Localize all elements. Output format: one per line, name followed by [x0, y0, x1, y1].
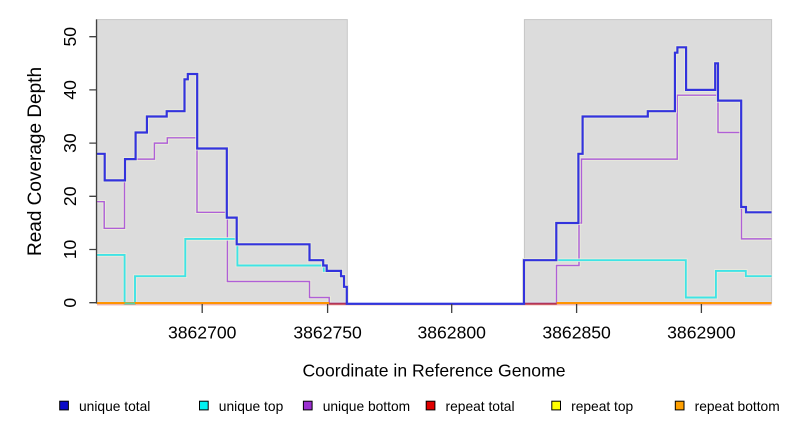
svg-text:unique bottom: unique bottom: [323, 399, 410, 414]
svg-text:3862850: 3862850: [542, 322, 611, 342]
svg-text:Coordinate in Reference Genome: Coordinate in Reference Genome: [302, 360, 565, 380]
svg-text:repeat bottom: repeat bottom: [695, 399, 780, 414]
svg-text:3862750: 3862750: [293, 322, 362, 342]
svg-text:50: 50: [60, 27, 80, 47]
svg-text:unique total: unique total: [79, 399, 150, 414]
svg-text:10: 10: [60, 240, 80, 260]
svg-text:30: 30: [60, 133, 80, 153]
svg-text:20: 20: [60, 186, 80, 206]
svg-text:40: 40: [60, 80, 80, 100]
svg-text:3862700: 3862700: [168, 322, 237, 342]
svg-text:3862900: 3862900: [667, 322, 736, 342]
svg-text:repeat total: repeat total: [446, 399, 515, 414]
svg-text:Read Coverage Depth: Read Coverage Depth: [25, 67, 46, 256]
svg-text:repeat top: repeat top: [571, 399, 633, 414]
svg-text:unique top: unique top: [219, 399, 284, 414]
svg-text:0: 0: [60, 298, 80, 308]
svg-text:3862800: 3862800: [417, 322, 486, 342]
